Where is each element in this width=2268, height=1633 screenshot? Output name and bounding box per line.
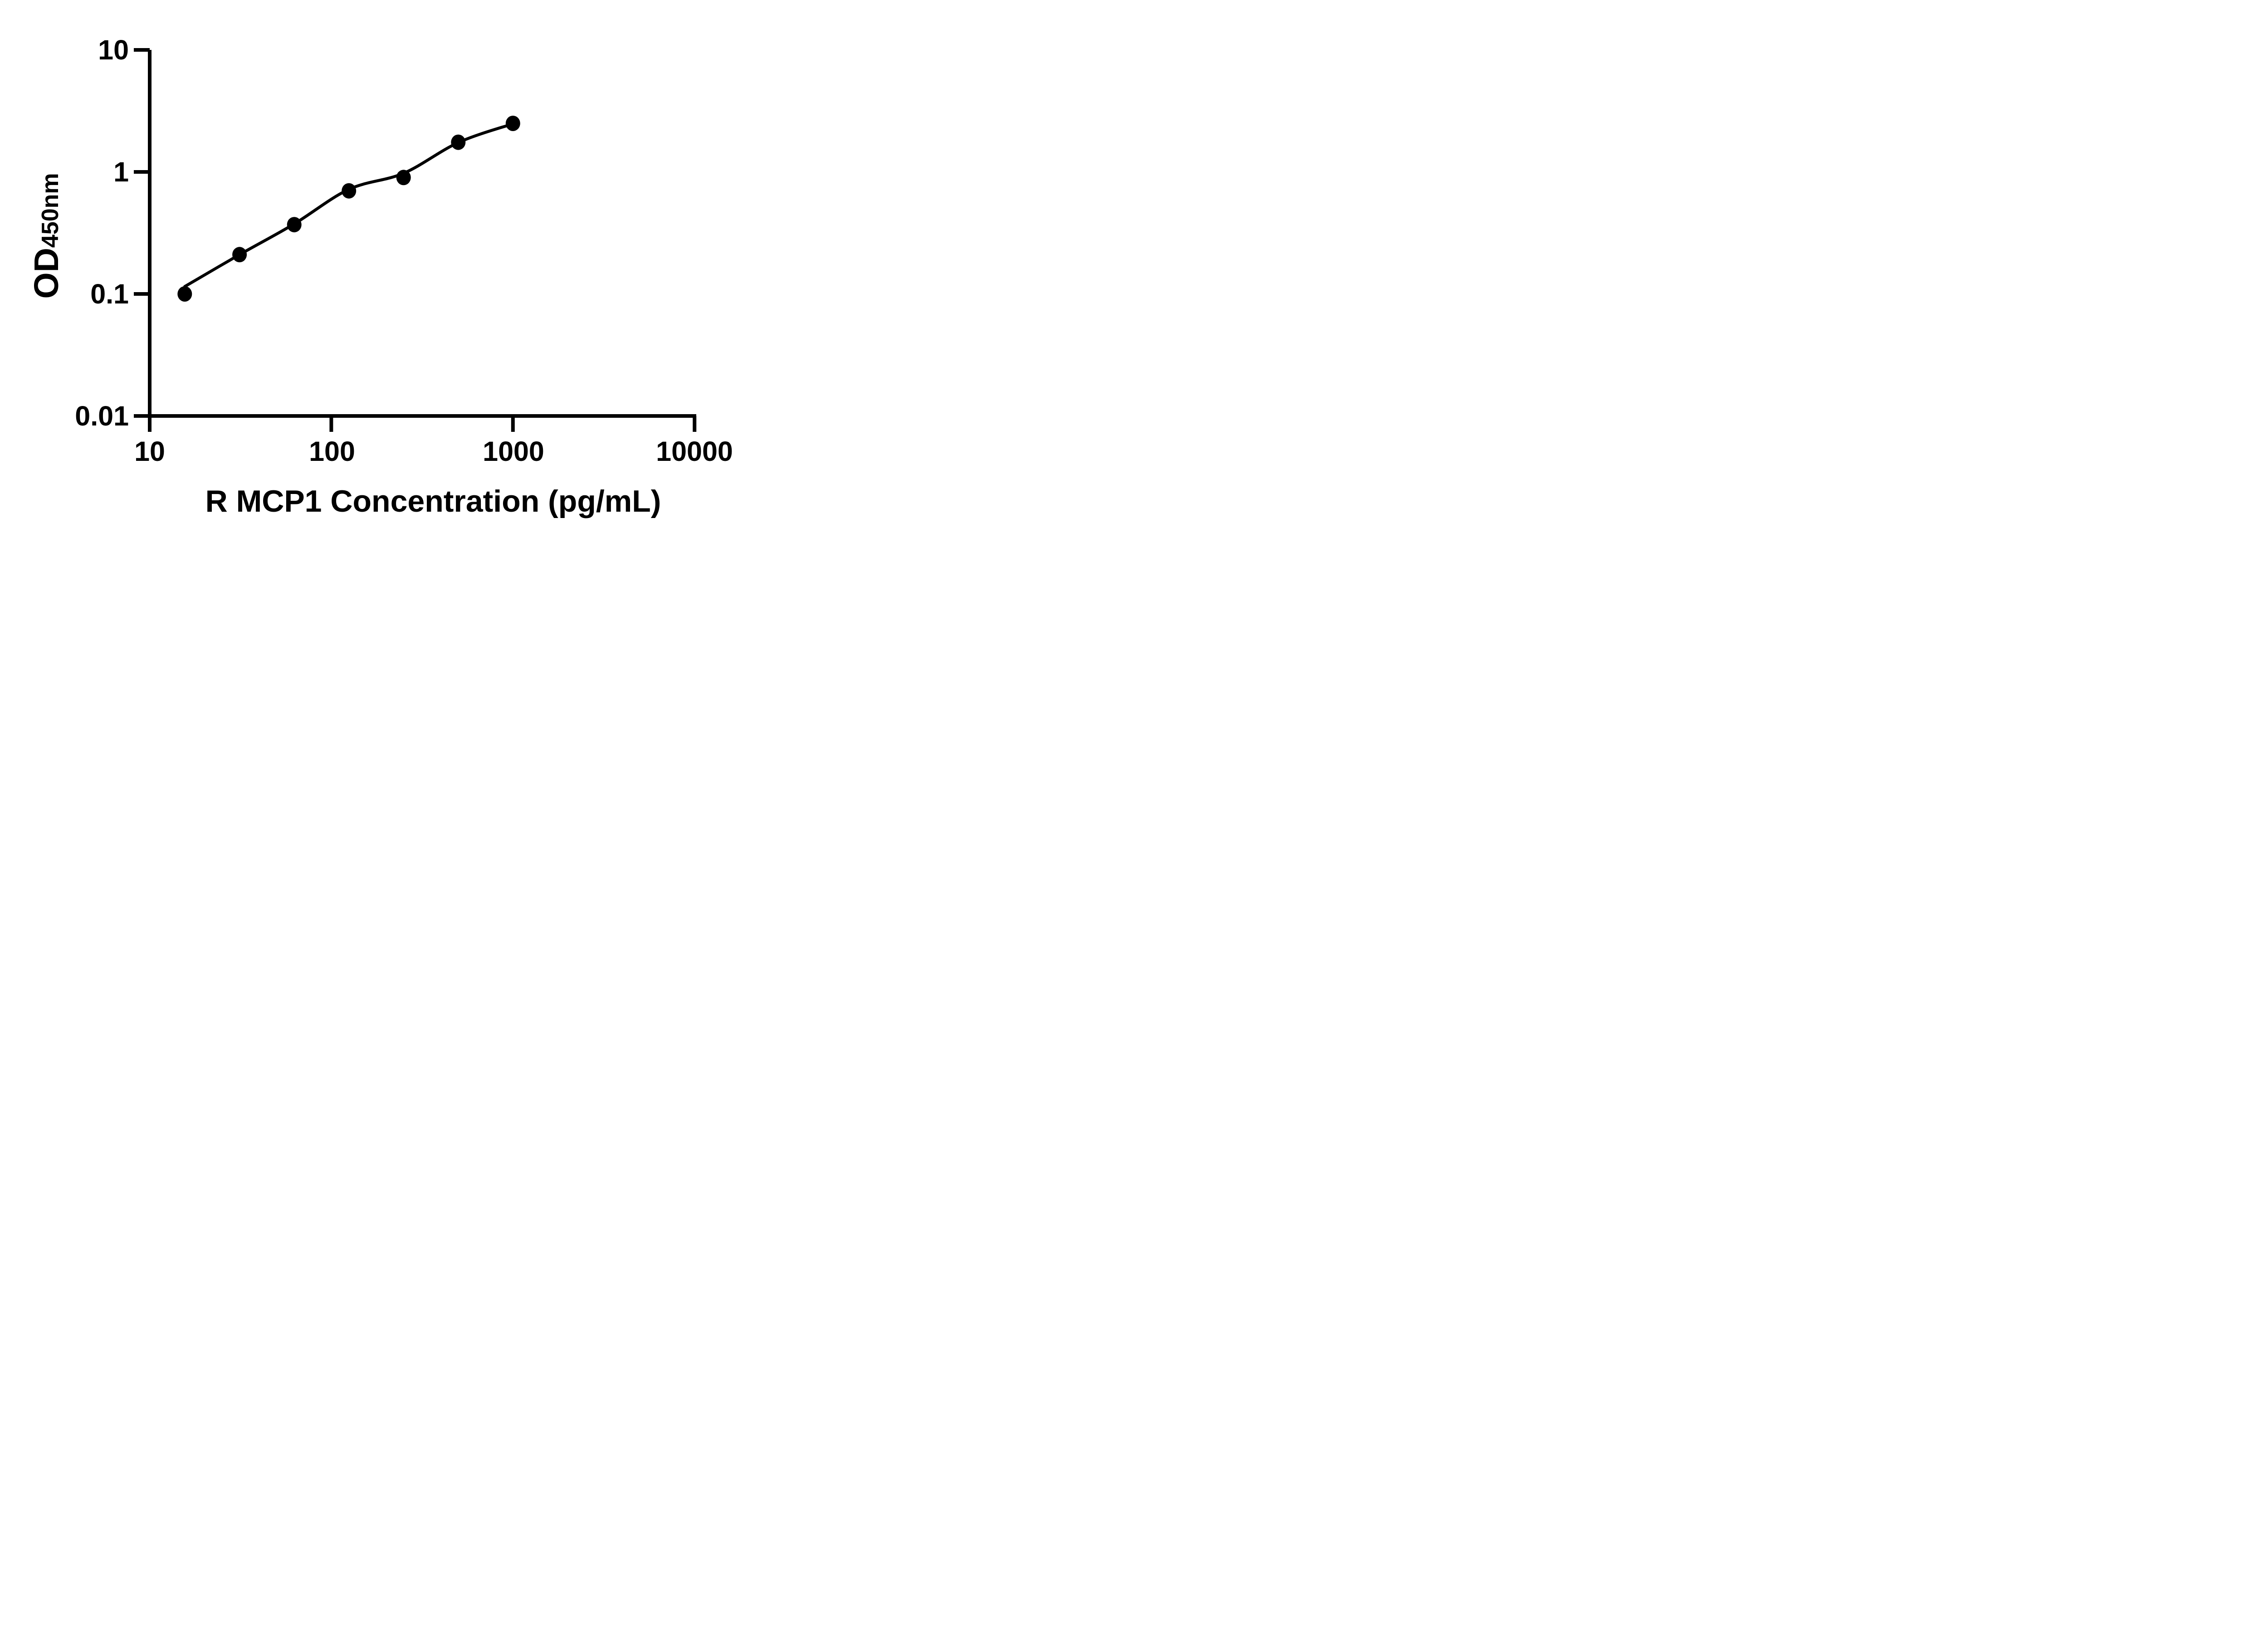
y-tick-label-1: 1 [113, 156, 129, 187]
data-point-31.25 [232, 247, 247, 263]
data-point-15.6 [177, 286, 192, 302]
data-point-1000 [505, 116, 520, 131]
x-tick-label-100: 100 [309, 436, 355, 467]
data-points-layer [177, 116, 520, 302]
y-axis-title: OD450nm [27, 173, 65, 298]
fit-curve-layer [183, 122, 515, 288]
data-point-125 [342, 183, 357, 199]
y-tick-label-10: 10 [98, 34, 129, 65]
x-tick-label-10: 10 [134, 436, 165, 467]
data-point-500 [451, 134, 466, 150]
x-axis-title: R MCP1 Concentration (pg/mL) [205, 484, 661, 518]
data-point-62.5 [287, 217, 302, 233]
y-axis-title-main-text: OD [27, 248, 65, 299]
chart-canvas: 10 1 0.1 0.01 10 100 1000 10000 R MCP1 C… [27, 34, 733, 518]
x-tick-label-1000: 1000 [483, 436, 544, 467]
y-tick-label-0.01: 0.01 [75, 401, 129, 431]
standard-curve-figure: 10 1 0.1 0.01 10 100 1000 10000 R MCP1 C… [0, 0, 777, 544]
data-point-250 [396, 170, 411, 186]
y-axis-title-sub-text: 450nm [37, 173, 64, 248]
x-tick-label-10000: 10000 [656, 436, 733, 467]
fit-curve-path [183, 122, 515, 288]
y-tick-label-0.1: 0.1 [90, 279, 129, 309]
